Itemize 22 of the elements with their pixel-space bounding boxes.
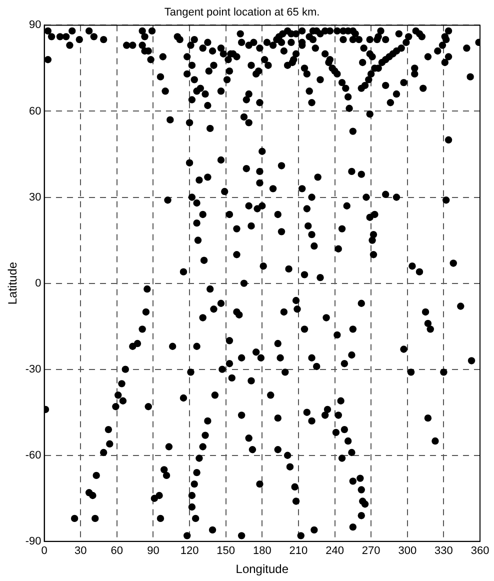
y-tick-label: 60 <box>29 105 42 118</box>
x-tick-label: 30 <box>74 545 87 558</box>
x-tick-label: 210 <box>289 545 308 558</box>
x-tick-label: 150 <box>216 545 236 558</box>
x-tick-label: 60 <box>110 545 124 558</box>
chart-title: Tangent point location at 65 km. <box>164 6 320 19</box>
x-tick-label: 330 <box>434 545 453 558</box>
y-tick-label: -90 <box>25 535 42 548</box>
x-axis-title: Longitude <box>236 562 289 576</box>
y-tick-label: -60 <box>25 449 42 462</box>
x-tick-label: 300 <box>398 545 417 558</box>
y-axis-title: Latitude <box>6 262 20 305</box>
y-tick-label: 90 <box>29 19 42 32</box>
x-tick-label: 240 <box>326 545 344 558</box>
y-tick-label: 30 <box>29 191 42 204</box>
x-tick-label: 90 <box>147 545 160 558</box>
x-tick-label: 270 <box>362 545 380 558</box>
y-tick-label: -30 <box>25 363 42 376</box>
x-tick-label: 180 <box>252 545 272 558</box>
x-tick-label: 120 <box>180 545 199 558</box>
x-tick-label: 360 <box>470 545 490 558</box>
y-tick-label: 0 <box>35 277 42 290</box>
